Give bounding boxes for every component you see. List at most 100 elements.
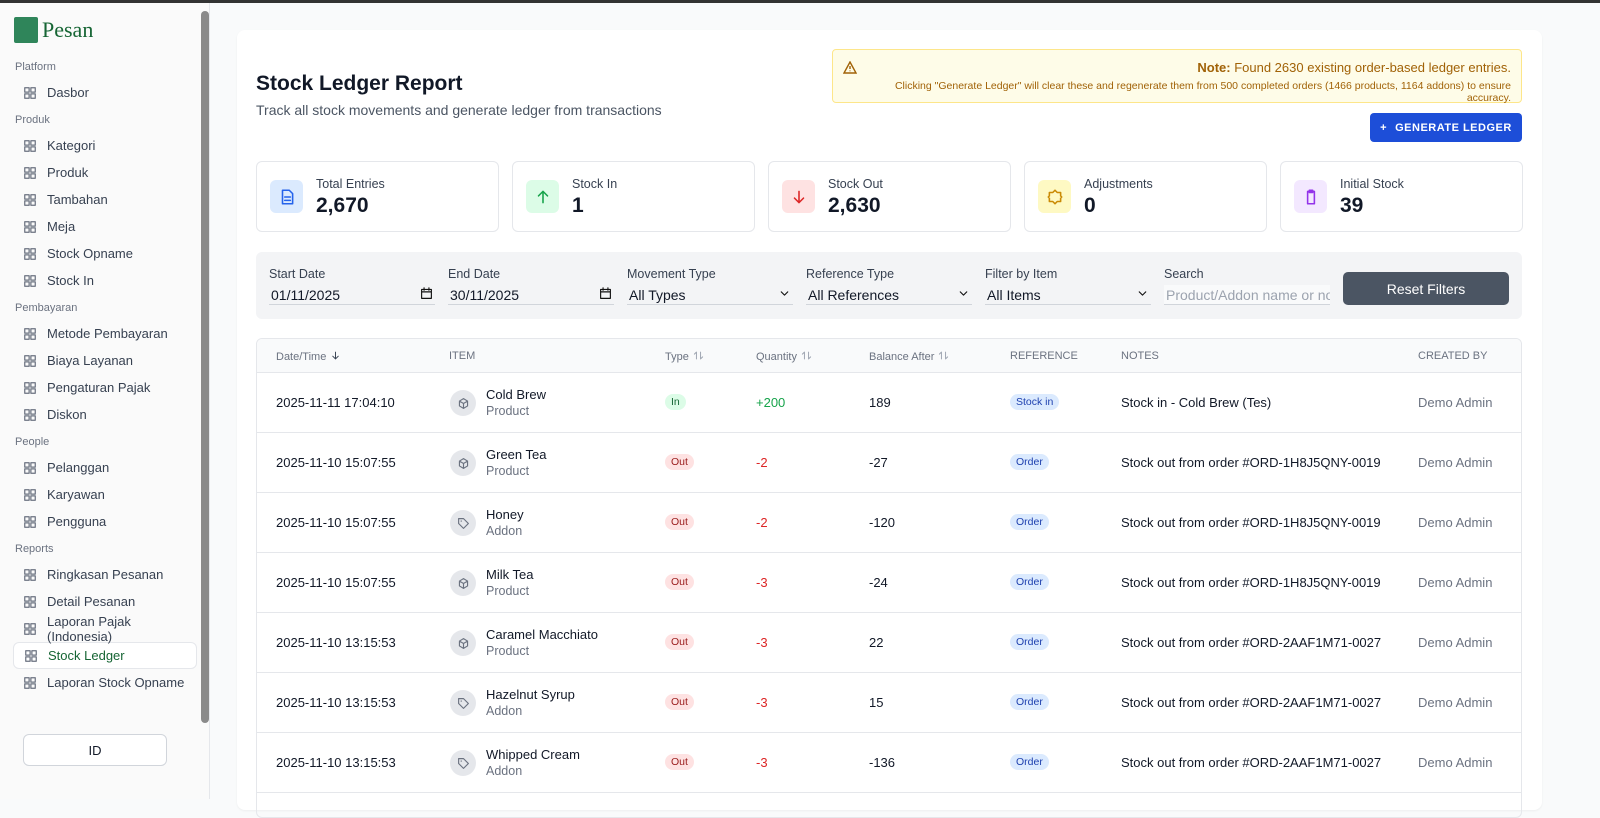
column-header[interactable]: Type <box>665 350 704 364</box>
nav-item[interactable]: Ringkasan Pesanan <box>13 561 197 588</box>
icon <box>693 351 703 360</box>
nav-item[interactable]: Laporan Pajak (Indonesia) <box>13 614 197 644</box>
icon <box>939 351 949 360</box>
type-badge: Out <box>665 694 694 710</box>
icon <box>1138 290 1147 296</box>
item-kind: Addon <box>486 524 523 538</box>
icon <box>458 457 468 469</box>
icon <box>24 220 36 233</box>
nav-item[interactable]: Detail Pesanan <box>13 588 197 615</box>
created-by-cell: Demo Admin <box>1418 635 1493 650</box>
item-icon <box>450 570 476 596</box>
column-label: NOTES <box>1121 350 1159 362</box>
filter-field[interactable]: All References <box>806 285 972 305</box>
sort-icon <box>330 350 341 364</box>
scrollbar[interactable] <box>201 11 209 723</box>
column-header: REFERENCE <box>1010 350 1078 362</box>
filter-field[interactable]: Product/Addon name or no <box>1164 285 1330 305</box>
nav-item[interactable]: Diskon <box>13 401 197 428</box>
type-badge: Out <box>665 454 694 470</box>
type-badge: Out <box>665 754 694 770</box>
nav-item[interactable]: Pengguna <box>13 508 197 535</box>
item-kind: Product <box>486 404 530 418</box>
language-button[interactable]: ID <box>23 734 167 766</box>
balance-cell: -27 <box>869 455 888 470</box>
icon <box>1046 188 1063 205</box>
nav-item-label: Produk <box>47 165 89 180</box>
stat-label: Adjustments <box>1084 177 1153 191</box>
date-cell: 2025-11-10 13:15:53 <box>276 755 396 770</box>
icon <box>24 139 36 152</box>
nav-item[interactable]: Biaya Layanan <box>13 347 197 374</box>
date-cell: 2025-11-10 15:07:55 <box>276 575 396 590</box>
nav-item[interactable]: Pelanggan <box>13 454 197 481</box>
filter-field[interactable]: 01/11/2025 <box>269 285 435 305</box>
created-by-cell: Demo Admin <box>1418 395 1493 410</box>
created-by-cell: Demo Admin <box>1418 515 1493 530</box>
stat-value: 0 <box>1084 194 1096 217</box>
column-header: CREATED BY <box>1418 350 1487 362</box>
quantity-cell: -3 <box>756 755 768 770</box>
filter-value: 30/11/2025 <box>450 286 520 303</box>
nav-item[interactable]: Stock In <box>13 267 197 294</box>
filter-icon <box>778 287 791 303</box>
nav-item[interactable]: Pengaturan Pajak <box>13 374 197 401</box>
column-label: CREATED BY <box>1418 350 1488 362</box>
quantity-cell: -3 <box>756 635 768 650</box>
nav-group-label: Produk <box>15 114 50 126</box>
generate-button[interactable]: + GENERATE LEDGER <box>1370 113 1522 142</box>
filter-field[interactable]: All Types <box>627 285 793 305</box>
table-row: 2025-11-10 15:07:55 Green Tea Product Out -2… <box>257 433 1521 493</box>
nav-item-label: Ringkasan Pesanan <box>47 567 164 582</box>
stat-icon <box>270 180 303 213</box>
balance-cell: -120 <box>869 515 896 530</box>
icon <box>24 676 36 689</box>
icon <box>793 190 804 203</box>
nav-item[interactable]: Dasbor <box>13 79 197 106</box>
item-icon <box>450 510 476 536</box>
nav-item[interactable]: Stock Opname <box>13 240 197 267</box>
filter-field[interactable]: 30/11/2025 <box>448 285 614 305</box>
nav-item[interactable]: Tambahan <box>13 186 197 213</box>
item-kind: Product <box>486 464 530 478</box>
quantity-cell: -2 <box>756 455 768 470</box>
nav-item[interactable]: Karyawan <box>13 481 197 508</box>
notes-cell: Stock out from order #ORD-1H8J5QNY-0019 <box>1121 575 1381 590</box>
column-label: Balance After <box>869 351 935 363</box>
icon <box>281 188 293 205</box>
column-header[interactable]: Quantity <box>756 350 812 364</box>
nav-group-label: Pembayaran <box>15 302 78 314</box>
filters-panel: Reset Filters Start Date 01/11/2025 End Da… <box>256 252 1522 319</box>
balance-cell: 22 <box>869 635 884 650</box>
icon <box>1306 188 1315 205</box>
item-kind: Product <box>486 584 530 598</box>
reset-button[interactable]: Reset Filters <box>1343 272 1509 305</box>
nav-item[interactable]: Produk <box>13 159 197 186</box>
sort-icon <box>693 350 704 364</box>
created-by-cell: Demo Admin <box>1418 575 1493 590</box>
nav-item[interactable]: Metode Pembayaran <box>13 320 197 347</box>
icon <box>25 649 37 662</box>
stat-card: Stock In 1 <box>512 161 755 232</box>
item-kind: Addon <box>486 764 523 778</box>
nav-item-label: Biaya Layanan <box>47 353 134 368</box>
ledger-table: Date/Time ITEM Type Quantity Balance After RE… <box>256 338 1522 818</box>
filter-field[interactable]: All Items <box>985 285 1151 305</box>
balance-cell: -136 <box>869 755 896 770</box>
filter-value: All Items <box>987 286 1041 303</box>
nav-item[interactable]: Laporan Stock Opname <box>13 669 197 696</box>
note-line: Note: Found 2630 existing order-based le… <box>873 60 1511 75</box>
column-header[interactable]: Balance After <box>869 350 949 364</box>
note-box: Note: Found 2630 existing order-based le… <box>832 49 1522 104</box>
content-card: Stock Ledger Report Track all stock move… <box>237 30 1542 818</box>
created-by-cell: Demo Admin <box>1418 695 1493 710</box>
item-name: Milk Tea <box>486 567 534 582</box>
nav-item-label: Metode Pembayaran <box>47 326 168 341</box>
brand[interactable]: Pesan <box>14 17 93 43</box>
quantity-cell: -3 <box>756 575 768 590</box>
column-header[interactable]: Date/Time <box>276 350 341 364</box>
nav-item[interactable]: Meja <box>13 213 197 240</box>
nav-item[interactable]: Stock Ledger <box>13 642 197 669</box>
nav-item[interactable]: Kategori <box>13 132 197 159</box>
